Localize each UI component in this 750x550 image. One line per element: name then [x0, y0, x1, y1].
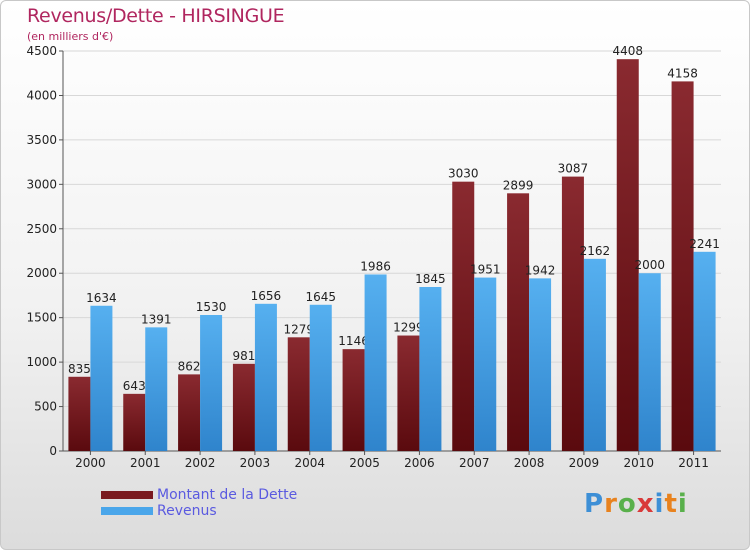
bar-revenus — [309, 304, 332, 451]
y-tick-label: 2000 — [26, 266, 57, 280]
data-label-revenus: 1845 — [415, 272, 446, 286]
data-label-revenus: 1530 — [196, 300, 227, 314]
legend-swatch-revenus — [101, 507, 153, 515]
data-label-dette: 2899 — [503, 178, 534, 192]
y-tick-label: 3000 — [26, 177, 57, 191]
data-label-dette: 3030 — [448, 167, 479, 181]
data-label-dette: 4158 — [667, 66, 698, 80]
x-tick-label: 2008 — [514, 456, 545, 470]
data-label-revenus: 1986 — [360, 259, 391, 273]
logo-letter: x — [636, 489, 655, 519]
logo-letter: o — [617, 489, 637, 519]
data-label-dette: 4408 — [612, 44, 643, 58]
legend: Montant de la Dette Revenus — [101, 487, 297, 519]
bar-dette — [123, 393, 146, 451]
data-label-dette: 1299 — [393, 321, 424, 335]
x-tick-label: 2009 — [569, 456, 600, 470]
logo-letter: t — [664, 489, 678, 519]
bar-dette — [68, 376, 91, 451]
x-tick-label: 2001 — [130, 456, 161, 470]
bar-revenus — [474, 277, 497, 451]
bar-dette — [178, 374, 201, 451]
logo-letter: i — [654, 489, 665, 519]
bar-dette — [616, 59, 639, 452]
bar-dette — [287, 337, 310, 451]
logo-letter: P — [584, 489, 605, 519]
logo-letter: r — [604, 489, 618, 519]
x-tick-label: 2000 — [75, 456, 106, 470]
bar-dette — [397, 335, 420, 451]
data-label-revenus: 1942 — [525, 263, 556, 277]
bar-revenus — [419, 287, 442, 451]
chart-subtitle: (en milliers d'€) — [27, 30, 114, 43]
x-tick-label: 2006 — [404, 456, 435, 470]
bar-revenus — [638, 273, 661, 451]
bar-dette — [561, 176, 584, 451]
data-label-revenus: 1656 — [251, 289, 282, 303]
x-tick-label: 2002 — [185, 456, 216, 470]
data-label-dette: 981 — [232, 349, 255, 363]
x-tick-label: 2004 — [294, 456, 325, 470]
data-label-dette: 835 — [68, 362, 91, 376]
data-label-revenus: 1391 — [141, 312, 172, 326]
bar-revenus — [200, 315, 223, 451]
data-label-revenus: 1634 — [86, 291, 117, 305]
bar-dette — [232, 363, 255, 451]
bar-revenus — [583, 258, 606, 451]
legend-label-dette: Montant de la Dette — [157, 487, 298, 503]
data-label-dette: 3087 — [558, 162, 589, 176]
bar-revenus — [90, 305, 113, 451]
x-tick-label: 2010 — [623, 456, 654, 470]
data-label-dette: 1279 — [283, 322, 314, 336]
y-tick-label: 4000 — [26, 88, 57, 102]
data-label-dette: 1146 — [338, 334, 369, 348]
data-label-revenus: 2162 — [580, 244, 611, 258]
y-tick-label: 0 — [49, 444, 57, 458]
x-tick-label: 2005 — [349, 456, 380, 470]
bar-dette — [507, 193, 530, 452]
legend-item-revenus: Revenus — [101, 503, 297, 519]
bar-revenus — [529, 278, 552, 451]
proxiti-logo: Proxiti — [584, 489, 688, 519]
bar-dette — [671, 81, 694, 452]
bar-dette — [452, 181, 475, 451]
x-tick-label: 2007 — [459, 456, 490, 470]
x-tick-label: 2011 — [678, 456, 709, 470]
logo-letter: i — [677, 489, 688, 519]
x-tick-label: 2003 — [240, 456, 271, 470]
bar-revenus — [254, 303, 277, 451]
y-tick-label: 4500 — [26, 44, 57, 58]
bar-revenus — [364, 274, 387, 451]
data-label-revenus: 1951 — [470, 263, 501, 277]
y-tick-label: 1000 — [26, 355, 57, 369]
chart-title: Revenus/Dette - HIRSINGUE — [27, 5, 285, 27]
data-label-revenus: 1645 — [305, 290, 336, 304]
bar-revenus — [693, 251, 716, 451]
y-tick-label: 3500 — [26, 133, 57, 147]
bar-revenus — [145, 327, 168, 451]
y-tick-label: 500 — [34, 400, 57, 414]
legend-swatch-dette — [101, 491, 153, 499]
y-tick-label: 1500 — [26, 311, 57, 325]
legend-label-revenus: Revenus — [157, 503, 217, 519]
data-label-revenus: 2241 — [689, 237, 720, 251]
bar-dette — [342, 349, 365, 451]
data-label-revenus: 2000 — [634, 258, 665, 272]
data-label-dette: 862 — [178, 359, 201, 373]
data-label-dette: 643 — [123, 379, 146, 393]
legend-item-dette: Montant de la Dette — [101, 487, 297, 503]
y-tick-label: 2500 — [26, 222, 57, 236]
